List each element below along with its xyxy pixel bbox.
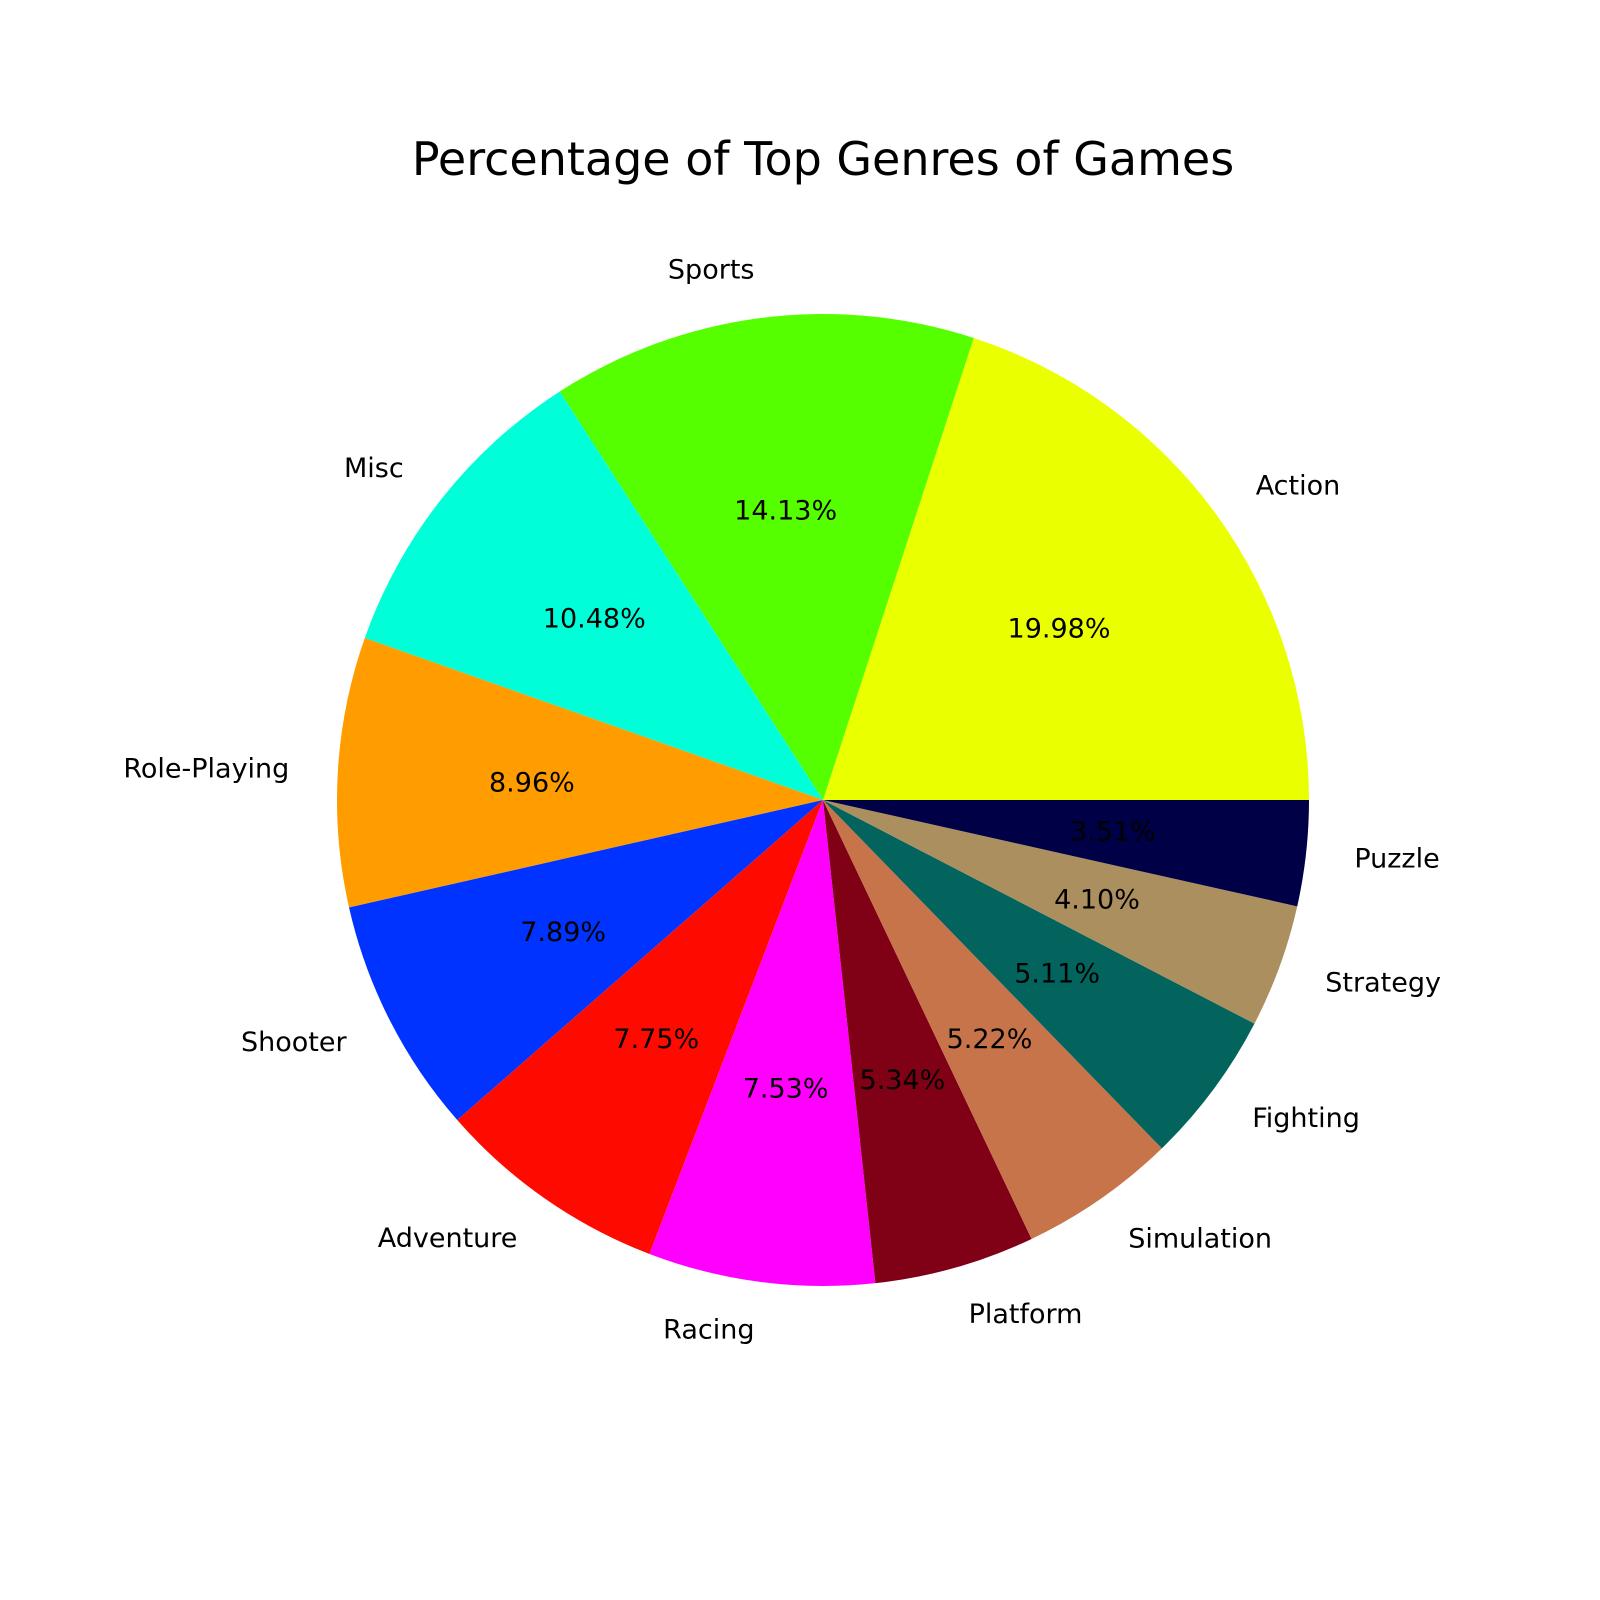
pie-slice-strategy [823,800,1298,1024]
slice-label-racing: Racing [663,1315,754,1346]
pie-slice-adventure [457,800,823,1254]
slice-label-shooter: Shooter [241,1027,347,1058]
slice-label-puzzle: Puzzle [1354,843,1439,874]
percentage-label-puzzle: 3.51% [1070,817,1156,848]
percentage-label-simulation: 5.22% [947,1024,1033,1055]
slice-label-action: Action [1256,471,1341,502]
slice-label-misc: Misc [344,453,404,484]
pie-slice-puzzle [823,800,1309,907]
slice-label-sports: Sports [668,254,755,285]
slice-label-fighting: Fighting [1252,1103,1360,1134]
percentage-label-strategy: 4.10% [1054,884,1140,915]
percentage-label-platform: 5.34% [860,1065,946,1096]
pie-slice-shooter [349,800,823,1121]
pie-slice-fighting [823,800,1255,1149]
chart-title: Percentage of Top Genres of Games [412,132,1234,186]
pie-slice-misc [364,391,823,800]
pie-slice-sports [559,313,974,800]
percentage-label-role-playing: 8.96% [489,767,575,798]
percentage-label-shooter: 7.89% [520,917,606,948]
percentage-label-racing: 7.53% [743,1074,829,1105]
pie-slice-role-playing [337,637,823,908]
slice-label-adventure: Adventure [378,1223,518,1254]
slice-labels: Action Sports Misc Role-Playing Shooter Adven… [123,254,1441,1345]
percentage-label-sports: 14.13% [734,495,837,526]
slice-label-strategy: Strategy [1325,967,1441,998]
percentage-label-fighting: 5.11% [1014,958,1100,989]
pie-slice-racing [649,800,876,1286]
percentage-labels: 19.98% 14.13% 10.48% 8.96% 7.89% 7.75% 7.53% 5.… [489,495,1156,1104]
pie-slice-action [823,337,1309,800]
slice-label-role-playing: Role-Playing [123,753,289,784]
pie-slice-platform [823,800,1032,1284]
percentage-label-misc: 10.48% [543,604,646,635]
pie-slices [337,313,1309,1286]
slice-label-simulation: Simulation [1128,1223,1272,1254]
pie-slice-simulation [823,800,1162,1239]
percentage-label-adventure: 7.75% [613,1024,699,1055]
slice-label-platform: Platform [969,1299,1083,1330]
percentage-label-action: 19.98% [1008,613,1111,644]
